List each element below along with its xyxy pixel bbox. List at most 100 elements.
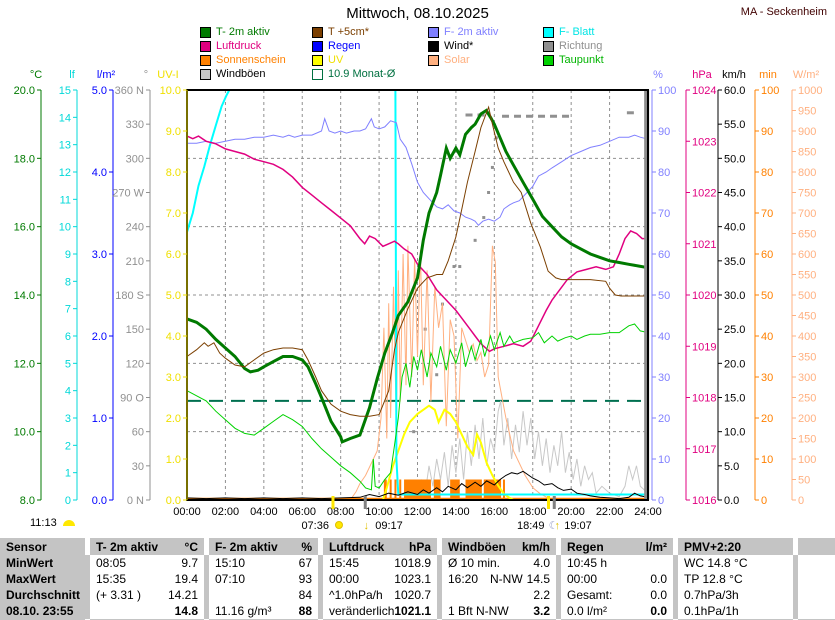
column-separator [793,603,798,619]
column-separator [85,538,90,555]
axis-title-pct: % [653,69,663,81]
table-cell: 10:45 h [561,555,673,571]
axis-label: 16.0 [14,222,35,234]
axis-label: 10 [59,222,71,234]
row-label: MaxWert [0,571,85,587]
axis-label: 0 N [127,495,144,507]
axis-label: 15.0 [724,393,745,405]
table-cell [798,587,835,603]
column-separator [556,538,561,555]
axis-label: 1016 [692,495,716,507]
table-cell: 2.2 [442,587,556,603]
table-header-luftdruck: Luftdruck hPa [323,538,437,555]
axis-label: 550 [798,270,816,282]
axis-label: 10.0 [160,85,181,97]
legend-item-t-5cm-[interactable]: T +5cm* [312,27,369,38]
legend-item-f-2m-aktiv[interactable]: F- 2m aktiv [428,27,498,38]
series-solar [187,245,648,501]
legend-item-luftdruck[interactable]: Luftdruck [200,41,261,52]
legend-label: Richtung [559,40,603,52]
table-cell: 0.7hPa/3h [678,587,793,603]
column-separator [204,555,209,571]
wind-direction-dot [473,238,477,242]
table-cell: 14.8 [90,603,204,619]
axis-label: 5 [65,358,71,370]
axis-label: 8.0 [20,495,35,507]
axis-label: 1.0 [92,413,107,425]
table-cell: (+ 3.31 ) 14.21 [90,587,204,603]
axis-label: 12 [59,167,71,179]
axis-label: 45.0 [724,188,745,200]
legend-label: Sonnenschein [216,54,286,66]
axis-label: 5.0 [166,290,181,302]
column-separator [318,571,323,587]
table-cell: ^1.0hPa/h 1020.7 [323,587,437,603]
sunshine-bar [404,479,431,500]
axis-label: 1022 [692,188,716,200]
legend-swatch [200,55,211,66]
sun-marker-label: 07:36 [301,520,329,532]
legend-item-uv[interactable]: UV [312,55,343,66]
axis-label: 360 N [115,85,144,97]
legend-label: Windböen [216,68,266,80]
legend-item-taupunkt[interactable]: Taupunkt [543,55,604,66]
axis-label: 350 [798,352,816,364]
axis-label: 1021 [692,239,716,251]
axis-label: 90 [658,126,670,138]
axis-label: 15 [59,85,71,97]
time-label: 24:00 [634,506,662,518]
axis-label: 4.0 [166,331,181,343]
legend-item-regen[interactable]: Regen [312,41,360,52]
legend-swatch [200,27,211,38]
column-separator [204,603,209,619]
legend-item-wind-[interactable]: Wind* [428,41,473,52]
legend-item-richtung[interactable]: Richtung [543,41,602,52]
time-label: 12:00 [404,506,432,518]
table-cell [798,603,835,619]
axis-label: 14.0 [14,290,35,302]
axis-label: 50 [798,475,810,487]
time-label: 08:00 [327,506,355,518]
time-label: 00:00 [173,506,201,518]
axis-label: 70 [658,208,670,220]
sun-marker-label: 18:49 [517,520,545,532]
legend-item-solar[interactable]: Solar [428,55,470,66]
time-label: 10:00 [365,506,393,518]
legend-swatch [200,41,211,52]
wind-direction-dot [490,165,494,169]
table-header-f-2m-aktiv: F- 2m aktiv% [209,538,318,555]
column-separator [318,587,323,603]
legend-item-windb-en[interactable]: Windböen [200,69,266,80]
axis-label: 500 [798,290,816,302]
table-cell: Ø 10 min. 4.0 [442,555,556,571]
axis-label: 50 [761,290,773,302]
legend-item-sonnenschein[interactable]: Sonnenschein [200,55,286,66]
table-cell [798,571,835,587]
time-label: 22:00 [596,506,624,518]
axis-label: 100 [658,85,676,97]
table-cell: 08:05 9.7 [90,555,204,571]
axis-label: 50.0 [724,153,745,165]
axis-label: 9.0 [166,126,181,138]
series-wind [186,470,649,500]
legend-item-10-9-monat-[interactable]: 10.9 Monat-Ø [312,69,395,80]
axis-label: 40 [658,331,670,343]
legend-label: T +5cm* [328,26,370,38]
table-cell: 0.1hPa/1h [678,603,793,619]
axis-label: 150 [798,434,816,446]
sunshine-bar [394,479,397,500]
column-separator [318,555,323,571]
axis-label: 55.0 [724,119,745,131]
axis-label: 2 [65,440,71,452]
series-f-2m-aktiv [187,117,649,227]
legend-swatch [428,27,439,38]
time-label: 18:00 [519,506,547,518]
axis-label: 30.0 [724,290,745,302]
legend-swatch [312,69,323,80]
axis-label: 4 [65,386,71,398]
legend-item-f-blatt[interactable]: F- Blatt [543,27,594,38]
wind-direction-dot [412,430,416,434]
sun-marker-label: 19:07 [564,520,592,532]
axis-label: 40 [761,331,773,343]
legend-item-t-2m-aktiv[interactable]: T- 2m aktiv [200,27,270,38]
